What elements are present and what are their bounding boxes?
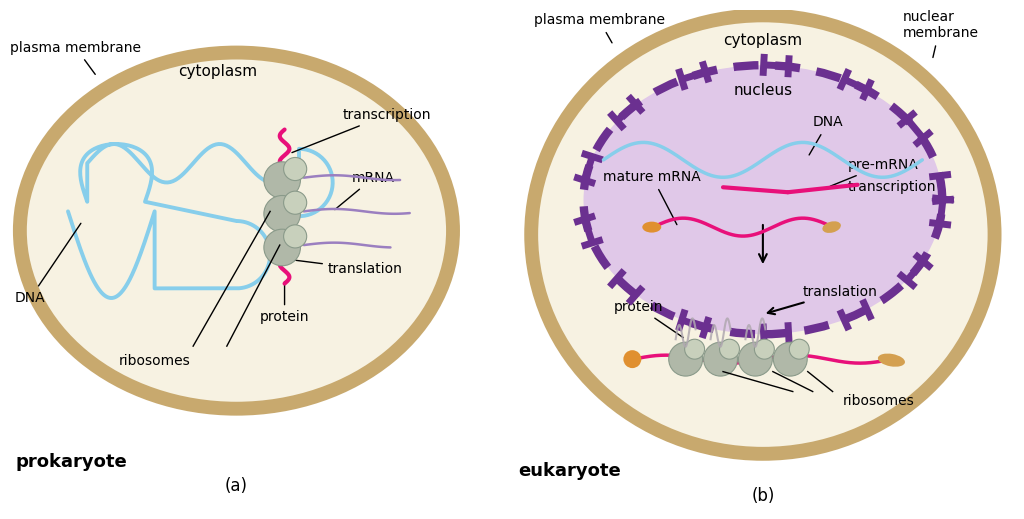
Circle shape xyxy=(284,191,307,214)
Circle shape xyxy=(624,350,641,368)
Text: plasma membrane: plasma membrane xyxy=(10,40,141,74)
Text: ribosomes: ribosomes xyxy=(843,394,914,408)
Circle shape xyxy=(264,196,300,232)
Text: nucleus: nucleus xyxy=(733,83,793,98)
Ellipse shape xyxy=(584,65,942,334)
Text: nuclear
membrane: nuclear membrane xyxy=(902,10,978,58)
Text: mature mRNA: mature mRNA xyxy=(603,170,701,225)
Text: (b): (b) xyxy=(752,487,774,505)
Text: DNA: DNA xyxy=(809,116,844,155)
Text: DNA: DNA xyxy=(15,223,81,305)
Text: transcription: transcription xyxy=(848,180,936,194)
Circle shape xyxy=(720,339,739,359)
Ellipse shape xyxy=(19,52,453,408)
Ellipse shape xyxy=(878,353,905,367)
Circle shape xyxy=(264,162,300,198)
Text: protein: protein xyxy=(260,281,309,324)
Text: (a): (a) xyxy=(225,477,248,495)
Text: transcription: transcription xyxy=(292,108,431,153)
Text: eukaryote: eukaryote xyxy=(519,462,622,480)
Text: plasma membrane: plasma membrane xyxy=(534,13,665,43)
Text: translation: translation xyxy=(768,285,878,314)
Text: cytoplasm: cytoplasm xyxy=(177,64,257,79)
Text: cytoplasm: cytoplasm xyxy=(723,33,803,48)
Circle shape xyxy=(755,339,774,359)
Text: translation: translation xyxy=(292,260,402,276)
Circle shape xyxy=(703,342,737,376)
Circle shape xyxy=(284,157,307,181)
Text: protein: protein xyxy=(613,300,683,338)
Circle shape xyxy=(264,229,300,266)
Ellipse shape xyxy=(531,16,994,454)
Circle shape xyxy=(738,342,772,376)
Text: ribosomes: ribosomes xyxy=(119,353,190,367)
Circle shape xyxy=(685,339,705,359)
Circle shape xyxy=(284,225,307,248)
Circle shape xyxy=(790,339,809,359)
Text: mRNA: mRNA xyxy=(335,171,395,210)
Text: pre-mRNA: pre-mRNA xyxy=(830,158,919,186)
Circle shape xyxy=(773,342,807,376)
Ellipse shape xyxy=(822,221,841,233)
Ellipse shape xyxy=(642,222,662,233)
Circle shape xyxy=(669,342,702,376)
Text: prokaryote: prokaryote xyxy=(15,453,127,471)
